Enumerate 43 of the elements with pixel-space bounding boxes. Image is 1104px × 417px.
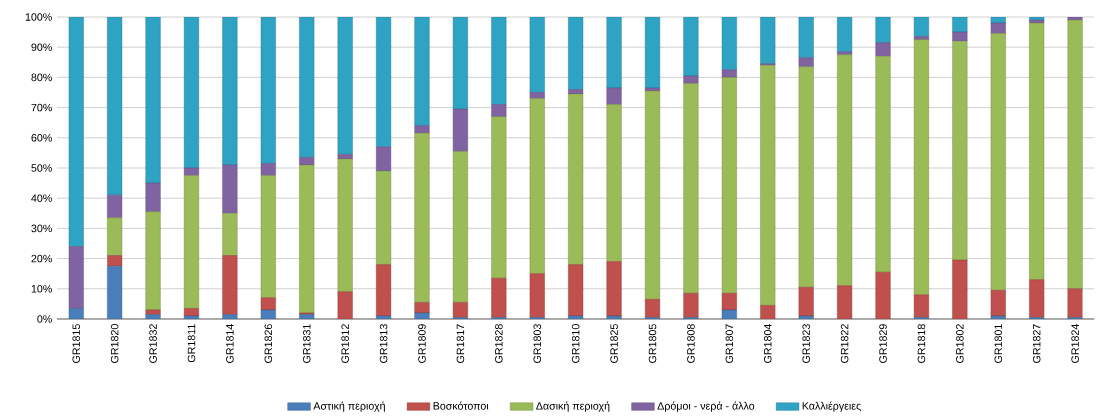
- y-tick-label: 20%: [31, 254, 52, 263]
- x-tick-label: GR1818: [917, 324, 926, 363]
- x-tick-label: GR1822: [840, 324, 849, 363]
- legend-label: Βοσκότοποι: [433, 401, 489, 410]
- x-tick-label: GR1808: [687, 324, 695, 363]
- x-tick-label: GR1831: [302, 324, 311, 363]
- x-tick-label: GR1801: [994, 324, 1003, 363]
- legend-label: Δασική περιοχή: [536, 401, 610, 412]
- x-tick-label: GR1829: [879, 324, 887, 363]
- y-tick-label: 100%: [25, 13, 52, 21]
- x-tick-label: GR1828: [495, 324, 503, 363]
- x-tick-label: GR1807: [725, 324, 734, 363]
- legend-label: Καλλιέργειες: [802, 401, 861, 412]
- x-tick-label: GR1832: [149, 324, 157, 363]
- x-tick-label: GR1825: [610, 324, 618, 363]
- x-tick-label: GR1803: [533, 324, 542, 363]
- x-tick-label: GR1805: [648, 324, 657, 363]
- y-tick-label: 90%: [31, 43, 52, 51]
- x-tick-label: GR1824: [1071, 324, 1079, 363]
- x-tick-label: GR1813: [379, 324, 388, 363]
- x-tick-label: GR1802: [956, 324, 964, 363]
- y-tick-label: 40%: [31, 194, 52, 202]
- x-tick-label: GR1826: [264, 324, 273, 363]
- y-tick-label: 60%: [31, 134, 52, 142]
- x-tick-label: GR1817: [456, 324, 465, 363]
- x-tick-label: GR1804: [763, 324, 772, 363]
- x-tick-label: GR1823: [802, 324, 810, 363]
- y-tick-label: 70%: [31, 103, 52, 112]
- legend-label: Αστική περιοχή: [313, 401, 385, 412]
- y-tick-label: 30%: [31, 224, 52, 233]
- y-tick-label: 50%: [31, 164, 52, 172]
- x-tick-label: GR1815: [72, 324, 80, 363]
- y-tick-label: 10%: [31, 285, 52, 293]
- x-tick-label: GR1827: [1032, 324, 1041, 363]
- x-tick-label: GR1820: [110, 324, 119, 363]
- x-tick-label: GR1811: [187, 324, 196, 363]
- y-tick-label: 0%: [37, 315, 52, 323]
- x-tick-label: GR1809: [418, 324, 426, 363]
- x-tick-label: GR1812: [341, 324, 349, 363]
- x-tick-label: GR1810: [571, 324, 580, 363]
- legend-label: Δρόμοι - νερά - άλλο: [657, 401, 755, 412]
- y-tick-label: 80%: [31, 73, 52, 82]
- x-tick-label: GR1814: [226, 324, 234, 363]
